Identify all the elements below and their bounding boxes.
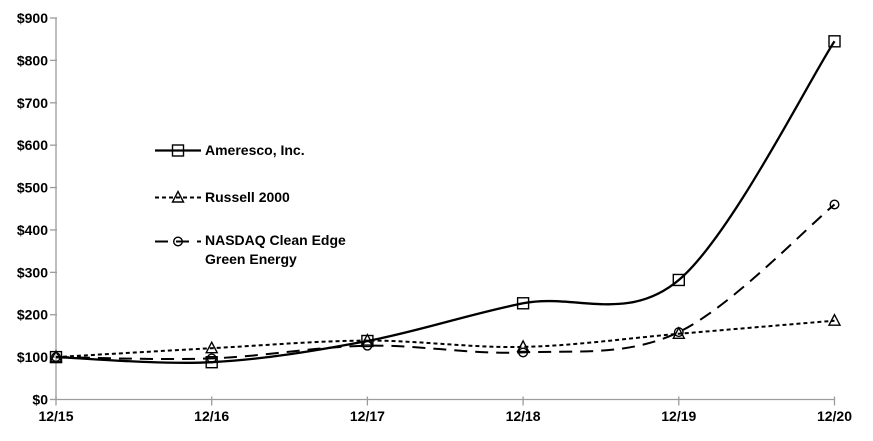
y-axis-label: $500 xyxy=(17,180,48,196)
data-point-circle-nasdaq-clean-edge-green-energy xyxy=(673,327,684,338)
data-point-square-ameresco-inc xyxy=(49,350,63,364)
series-line-nasdaq-clean-edge-green-energy xyxy=(55,203,836,361)
y-axis-label: $0 xyxy=(32,392,48,408)
data-point-triangle-russell-2000 xyxy=(205,340,219,354)
x-axis-label: 12/16 xyxy=(194,408,229,424)
series-line-russell-2000 xyxy=(55,319,835,359)
data-point-square-ameresco-inc xyxy=(205,355,218,369)
x-axis-label: 12/19 xyxy=(661,408,696,424)
x-axis-label: 12/18 xyxy=(506,408,541,424)
y-axis-label: $400 xyxy=(17,222,48,238)
y-axis-label: $800 xyxy=(17,52,48,68)
y-axis-label: $100 xyxy=(17,349,48,365)
data-point-circle-nasdaq-clean-edge-green-energy xyxy=(518,347,529,358)
data-point-triangle-russell-2000 xyxy=(827,313,842,326)
data-point-square-ameresco-inc xyxy=(516,297,530,310)
y-axis-label: $700 xyxy=(17,95,48,111)
y-axis-label: $900 xyxy=(17,10,48,26)
legend-marker-square xyxy=(171,144,185,157)
y-axis-label: $300 xyxy=(17,264,48,280)
legend-marker-triangle xyxy=(171,189,185,203)
x-axis-label: 12/15 xyxy=(38,408,73,424)
y-axis-label: $600 xyxy=(17,137,48,153)
data-point-circle-nasdaq-clean-edge-green-energy xyxy=(829,199,840,210)
y-axis-label: $200 xyxy=(17,307,48,323)
data-point-square-ameresco-inc xyxy=(672,273,685,287)
legend-marker-circle xyxy=(172,236,183,247)
data-point-square-ameresco-inc xyxy=(828,35,841,48)
x-axis-label: 12/17 xyxy=(350,408,385,424)
series-line-ameresco-inc xyxy=(55,40,836,364)
x-axis-label: 12/20 xyxy=(817,408,852,424)
data-point-triangle-russell-2000 xyxy=(672,326,686,339)
data-point-square-ameresco-inc xyxy=(361,334,374,348)
